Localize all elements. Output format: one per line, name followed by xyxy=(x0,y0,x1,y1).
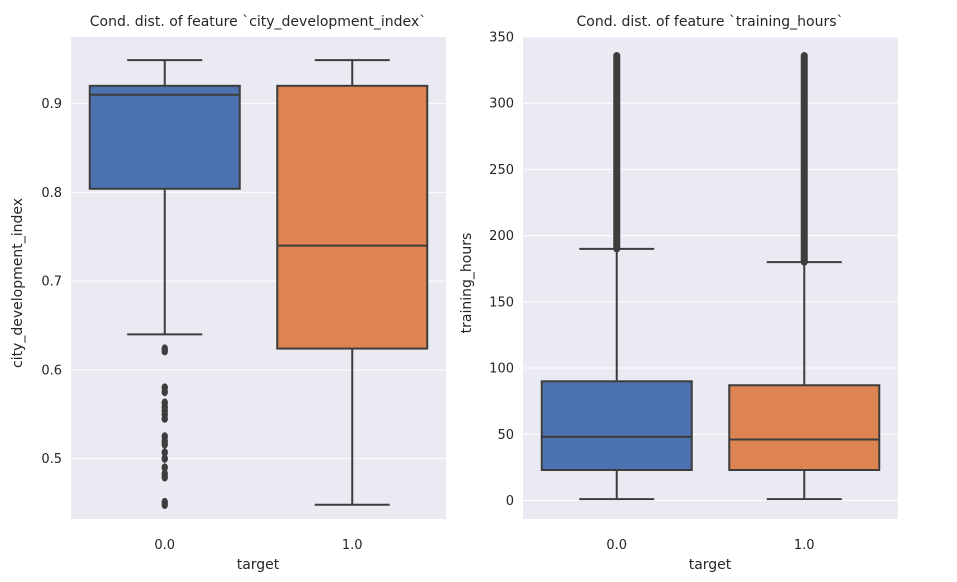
outlier-point xyxy=(161,448,168,457)
box-1.0 xyxy=(276,84,429,350)
y-tick-labels: 0.5 0.6 0.7 0.8 0.9 xyxy=(41,97,62,467)
outlier-point xyxy=(161,432,168,441)
y-tick-label: 0.7 xyxy=(41,275,62,290)
outlier-point xyxy=(161,469,168,478)
x-tick-label: 0.0 xyxy=(154,538,175,553)
y-tick-label: 0.6 xyxy=(41,363,62,378)
x-tick-label: 1.0 xyxy=(794,538,815,553)
x-tick-labels: 0.0 1.0 xyxy=(154,538,362,553)
y-axis-label: training_hours xyxy=(459,233,475,334)
y-axis-label: city_development_index xyxy=(10,198,26,368)
outlier-point xyxy=(161,344,168,353)
y-tick-labels: 0 50 100 150 200 250 300 350 xyxy=(489,31,514,509)
box-0.0 xyxy=(88,84,241,190)
y-tick-label: 0 xyxy=(506,494,514,509)
box-1.0 xyxy=(728,384,881,472)
y-tick-label: 250 xyxy=(489,163,514,178)
y-tick-label: 200 xyxy=(489,229,514,244)
outlier-point xyxy=(161,497,168,507)
y-tick-label: 100 xyxy=(489,362,514,377)
outlier-point xyxy=(161,383,168,392)
x-tick-labels: 0.0 1.0 xyxy=(606,538,814,553)
outlier-point xyxy=(161,463,168,472)
x-axis-label: target xyxy=(237,557,280,573)
x-tick-label: 0.0 xyxy=(606,538,627,553)
subplot-city-development-index: 0.5 0.6 0.7 0.8 0.9 0.0 1.0 Cond. dist. of fe… xyxy=(10,14,446,573)
box-0.0 xyxy=(540,380,693,472)
chart-title: Cond. dist. of feature `training_hours` xyxy=(577,14,844,30)
y-tick-label: 0.9 xyxy=(41,97,62,112)
outlier-point xyxy=(161,398,168,407)
y-tick-label: 0.5 xyxy=(41,452,62,467)
boxes xyxy=(540,52,881,501)
x-tick-label: 1.0 xyxy=(342,538,363,553)
y-tick-label: 350 xyxy=(489,31,514,46)
chart-title: Cond. dist. of feature `city_development… xyxy=(90,14,426,30)
y-tick-label: 50 xyxy=(497,428,514,443)
boxes xyxy=(88,59,429,509)
outlier-point xyxy=(161,454,168,463)
x-axis-label: target xyxy=(689,557,732,573)
subplot-training-hours: 0 50 100 150 200 250 300 350 0.0 1.0 Cond. dist.… xyxy=(459,14,898,573)
y-tick-label: 150 xyxy=(489,295,514,310)
y-tick-label: 0.8 xyxy=(41,186,62,201)
y-tick-label: 300 xyxy=(489,97,514,112)
